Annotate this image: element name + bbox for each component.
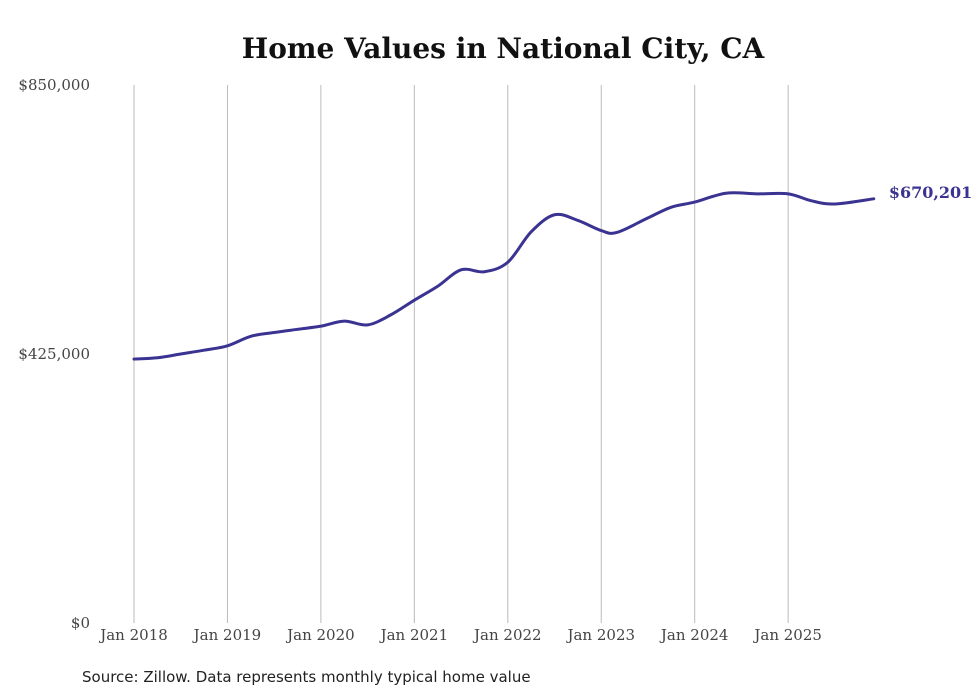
x-tick-label: Jan 2018: [98, 626, 168, 644]
y-tick-label: $0: [71, 614, 90, 632]
x-tick-label: Jan 2019: [192, 626, 262, 644]
x-tick-label: Jan 2025: [752, 626, 822, 644]
source-note: Source: Zillow. Data represents monthly …: [82, 668, 531, 686]
y-tick-label: $425,000: [18, 345, 90, 363]
x-tick-label: Jan 2021: [379, 626, 449, 644]
x-tick-label: Jan 2024: [659, 626, 729, 644]
chart-title: Home Values in National City, CA: [242, 32, 766, 65]
x-tick-label: Jan 2020: [285, 626, 355, 644]
y-tick-label: $850,000: [18, 76, 90, 94]
end-value-label: $670,201: [889, 183, 973, 202]
series-line: [132, 191, 876, 361]
x-tick-label: Jan 2023: [565, 626, 635, 644]
x-tick-label: Jan 2022: [472, 626, 542, 644]
